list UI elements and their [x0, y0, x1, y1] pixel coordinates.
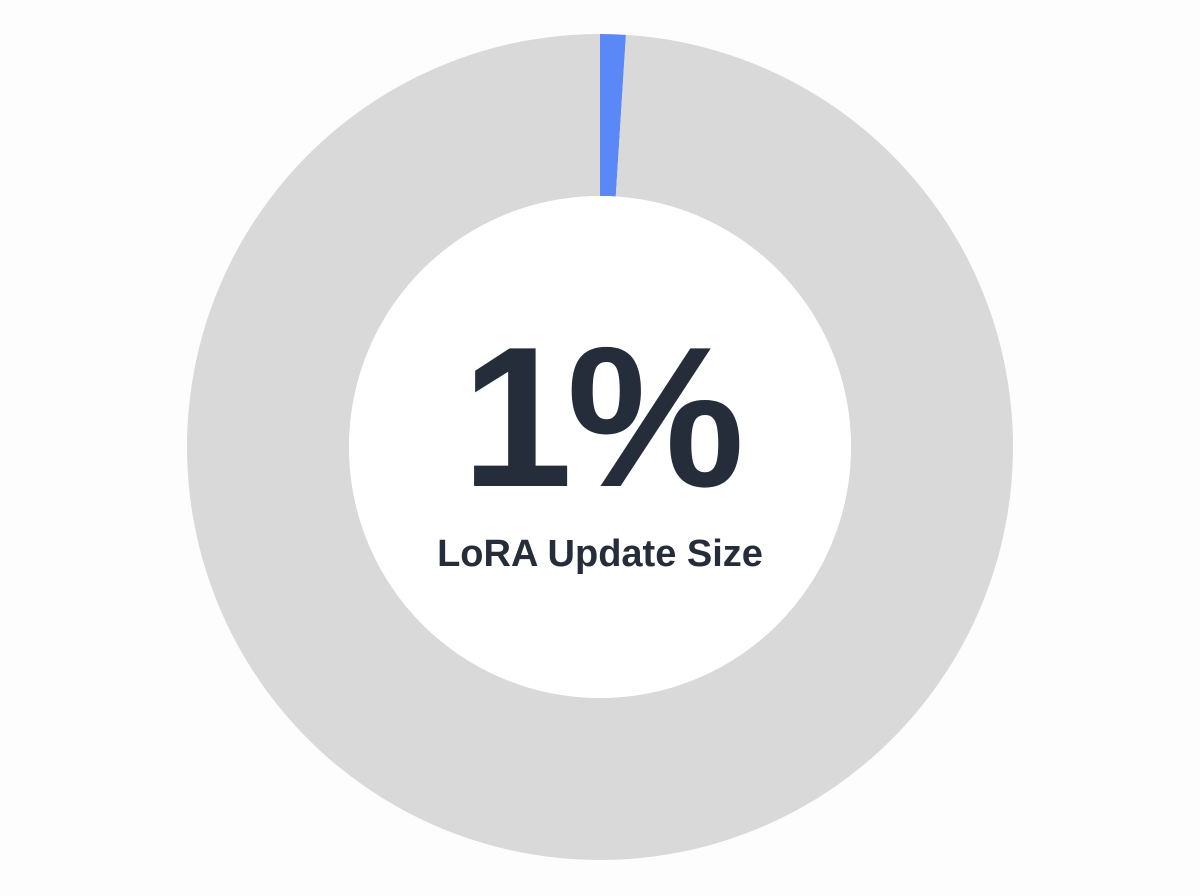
donut-slice-lora-update — [600, 34, 626, 197]
center-label: LoRA Update Size — [437, 533, 763, 575]
center-value: 1% — [461, 306, 744, 529]
donut-slice-remaining — [187, 34, 1014, 861]
donut-hole — [349, 196, 851, 698]
